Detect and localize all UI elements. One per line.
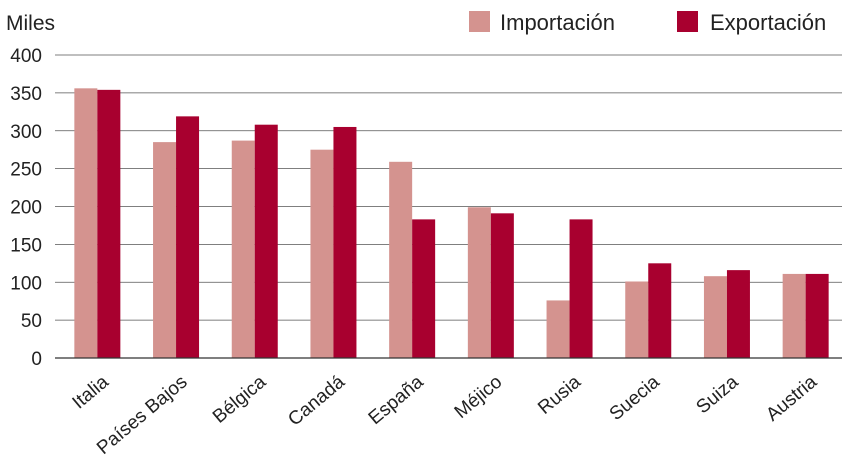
bar-exportacion-suecia	[648, 263, 672, 358]
x-tick-label-rusia: Rusia	[534, 371, 585, 419]
legend-label-exportacion: Exportación	[710, 10, 826, 35]
bar-importacion-canada	[310, 149, 334, 358]
legend-swatch-exportacion	[677, 11, 698, 32]
legend-label-importacion: Importación	[500, 10, 615, 35]
bar-exportacion-canada	[333, 126, 357, 359]
bar-exportacion-mejico	[490, 213, 514, 358]
y-tick-label-0: 0	[31, 349, 42, 370]
bar-exportacion-paises-bajos	[176, 116, 200, 358]
y-tick-label-250: 250	[10, 160, 42, 181]
bar-importacion-rusia	[546, 300, 570, 358]
x-tick-label-canada: Canadá	[284, 371, 349, 430]
legend-swatch-importacion	[469, 11, 490, 32]
bar-exportacion-italia	[97, 89, 121, 358]
y-tick-label-300: 300	[10, 122, 42, 143]
bar-importacion-austria	[782, 273, 806, 358]
bar-importacion-espana	[389, 161, 413, 358]
x-tick-label-mejico: Méjico	[451, 372, 507, 423]
y-axis-ticks: 0 50 100 150 200 250 300 350 400	[10, 46, 42, 370]
y-tick-label-150: 150	[10, 235, 42, 256]
bar-importacion-italia	[74, 88, 98, 358]
bar-exportacion-austria	[805, 273, 829, 358]
x-tick-label-suiza: Suiza	[692, 371, 742, 418]
bar-importacion-belgica	[231, 140, 255, 358]
bar-importacion-mejico	[467, 207, 491, 358]
x-tick-label-espana: España	[365, 371, 428, 429]
y-tick-label-50: 50	[21, 311, 42, 332]
y-tick-label-400: 400	[10, 46, 42, 67]
bar-importacion-paises-bajos	[153, 142, 177, 358]
legend: Importación Exportación	[469, 10, 826, 35]
y-tick-label-200: 200	[10, 198, 42, 219]
bar-exportacion-rusia	[569, 219, 593, 358]
x-tick-label-austria: Austria	[762, 371, 821, 425]
y-unit-label: Miles	[6, 12, 55, 35]
bar-exportacion-belgica	[254, 124, 278, 358]
x-tick-label-italia: Italia	[69, 371, 114, 413]
bar-exportacion-espana	[412, 219, 436, 358]
bar-exportacion-suiza	[726, 270, 750, 358]
bar-importacion-suiza	[703, 276, 727, 358]
bar-importacion-suecia	[625, 281, 649, 358]
y-tick-label-100: 100	[10, 273, 42, 294]
x-tick-label-suecia: Suecia	[606, 371, 664, 425]
bars	[74, 88, 829, 359]
x-tick-label-belgica: Bélgica	[209, 371, 271, 427]
y-tick-label-350: 350	[10, 84, 42, 105]
